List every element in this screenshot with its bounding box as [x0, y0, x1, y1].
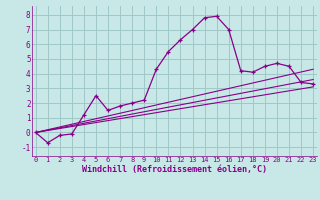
X-axis label: Windchill (Refroidissement éolien,°C): Windchill (Refroidissement éolien,°C)	[82, 165, 267, 174]
